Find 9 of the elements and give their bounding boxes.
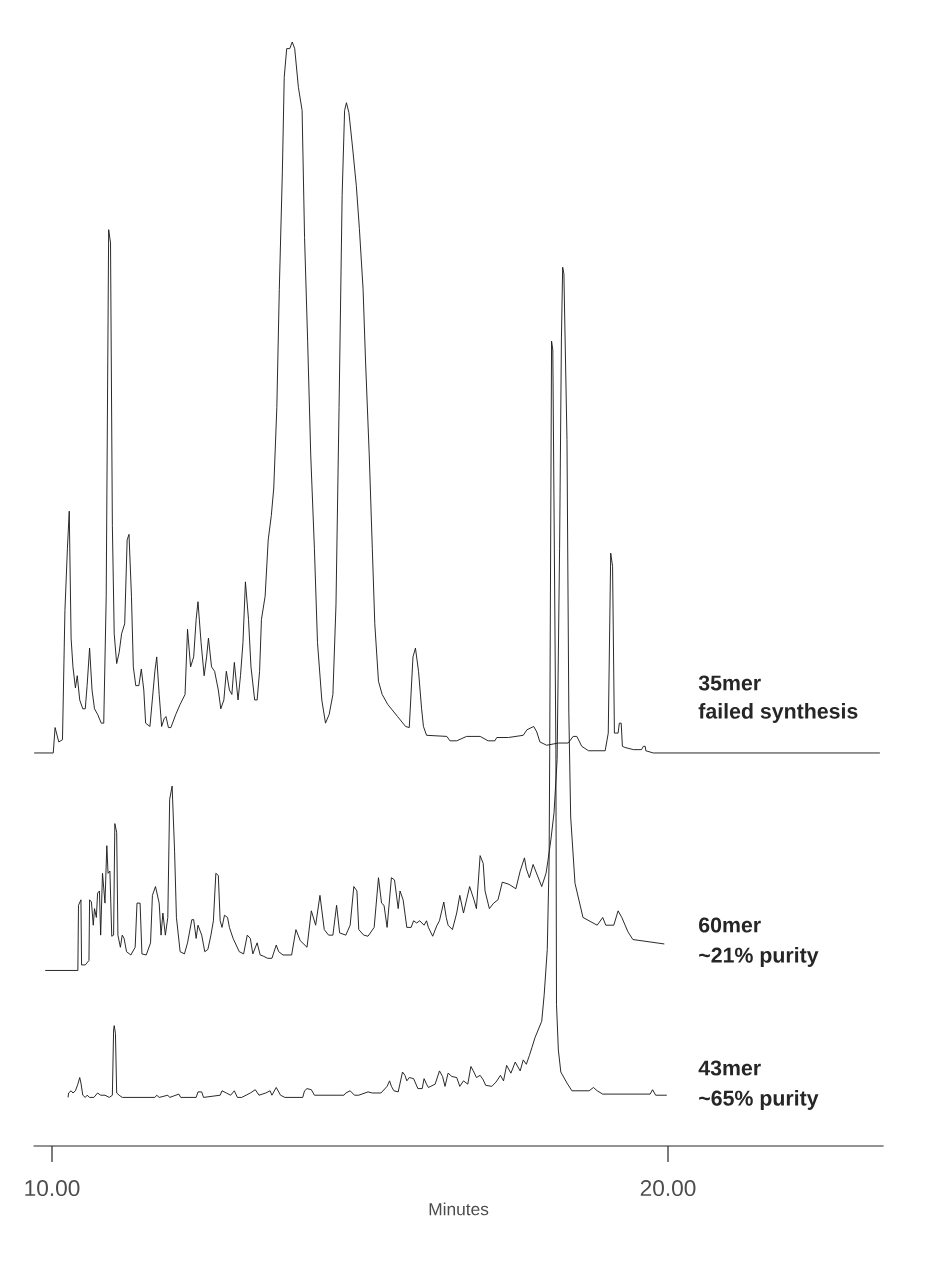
x-axis-title: Minutes [429, 1202, 489, 1216]
text: 35mer [698, 675, 761, 691]
annotation: ~21% purity [699, 947, 819, 967]
annotation: ~65% purity [699, 1090, 819, 1110]
x-tick-label: 20.00 [640, 1180, 696, 1197]
annotation: failed synthesis [698, 703, 858, 723]
series-label: 60mer [699, 917, 761, 933]
series-label: 43mer [698, 1060, 761, 1076]
x-tick-label: 10.00 [25, 1180, 80, 1197]
